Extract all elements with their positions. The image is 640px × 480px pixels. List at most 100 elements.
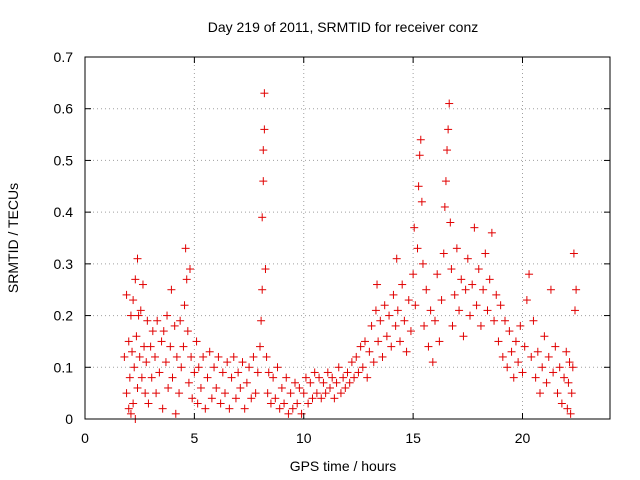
data-point	[389, 290, 398, 299]
data-point	[382, 332, 391, 341]
data-point	[566, 409, 575, 418]
x-tick-label: 0	[81, 430, 89, 446]
data-point	[280, 399, 289, 408]
data-point	[259, 146, 268, 155]
data-point	[266, 399, 275, 408]
data-point	[229, 352, 238, 361]
data-point	[487, 228, 496, 237]
data-point	[445, 99, 454, 108]
data-point	[319, 378, 328, 387]
data-point	[542, 378, 551, 387]
data-point	[231, 394, 240, 403]
data-point	[247, 394, 256, 403]
data-point	[374, 337, 383, 346]
data-point	[146, 342, 155, 351]
data-point	[562, 347, 571, 356]
data-point	[258, 213, 267, 222]
data-point	[470, 223, 479, 232]
data-point	[361, 337, 369, 346]
data-point	[136, 306, 145, 315]
data-point	[129, 296, 138, 305]
data-point	[568, 363, 577, 372]
data-point	[376, 316, 385, 325]
data-point	[163, 311, 172, 320]
data-point	[256, 342, 264, 351]
data-point	[131, 275, 140, 284]
data-point	[264, 368, 273, 377]
data-point	[563, 404, 572, 413]
data-point	[490, 316, 499, 325]
data-point	[336, 389, 345, 398]
data-point	[137, 373, 146, 382]
data-point	[413, 244, 422, 253]
x-tick-label: 5	[190, 430, 198, 446]
data-point	[418, 259, 427, 268]
data-point	[193, 399, 202, 408]
data-point	[295, 383, 304, 392]
data-point	[569, 249, 578, 258]
data-point	[304, 399, 313, 408]
y-tick-label: 0.3	[54, 256, 74, 272]
data-point	[393, 306, 402, 315]
data-point	[207, 394, 216, 403]
data-point	[223, 358, 232, 367]
data-point	[538, 363, 547, 372]
x-tick-label: 15	[405, 430, 421, 446]
data-point	[187, 352, 196, 361]
data-point	[253, 368, 262, 377]
data-point	[143, 316, 152, 325]
data-point	[439, 249, 448, 258]
data-point	[227, 373, 236, 382]
data-point	[529, 316, 538, 325]
data-point	[157, 337, 166, 346]
data-point	[461, 285, 470, 294]
data-point	[171, 409, 180, 418]
data-point	[251, 389, 260, 398]
data-point	[317, 394, 326, 403]
data-point	[498, 352, 507, 361]
data-point	[238, 358, 247, 367]
data-point	[129, 399, 138, 408]
data-point	[291, 378, 299, 387]
data-point	[284, 409, 293, 418]
data-points	[120, 89, 581, 423]
y-tick-label: 0.7	[54, 49, 74, 65]
data-point	[350, 373, 359, 382]
data-point	[516, 321, 525, 330]
data-point	[417, 197, 426, 206]
data-point	[308, 394, 317, 403]
y-axis-label: SRMTID / TECUs	[5, 183, 21, 293]
data-point	[299, 389, 308, 398]
data-point	[159, 327, 168, 336]
data-point	[546, 285, 555, 294]
data-point	[457, 275, 466, 284]
data-point	[312, 389, 321, 398]
data-point	[126, 409, 135, 418]
data-point	[410, 223, 419, 232]
data-point	[249, 352, 258, 361]
data-point	[485, 275, 494, 284]
data-point	[426, 306, 435, 315]
data-point	[130, 363, 139, 372]
data-point	[443, 146, 452, 155]
data-point	[260, 89, 269, 98]
data-point	[306, 378, 315, 387]
data-point	[184, 378, 193, 387]
data-point	[555, 363, 564, 372]
data-point	[479, 285, 488, 294]
data-point	[152, 389, 161, 398]
data-point	[468, 280, 477, 289]
data-point	[142, 358, 151, 367]
data-point	[172, 352, 181, 361]
data-point	[415, 151, 424, 160]
data-point	[518, 368, 527, 377]
data-point	[448, 321, 457, 330]
data-point	[391, 321, 400, 330]
data-point	[126, 311, 135, 320]
data-point	[571, 306, 579, 315]
data-point	[447, 265, 456, 274]
data-point	[428, 358, 437, 367]
grid-lines	[85, 57, 610, 419]
data-point	[347, 358, 356, 367]
x-axis-label: GPS time / hours	[290, 458, 397, 474]
